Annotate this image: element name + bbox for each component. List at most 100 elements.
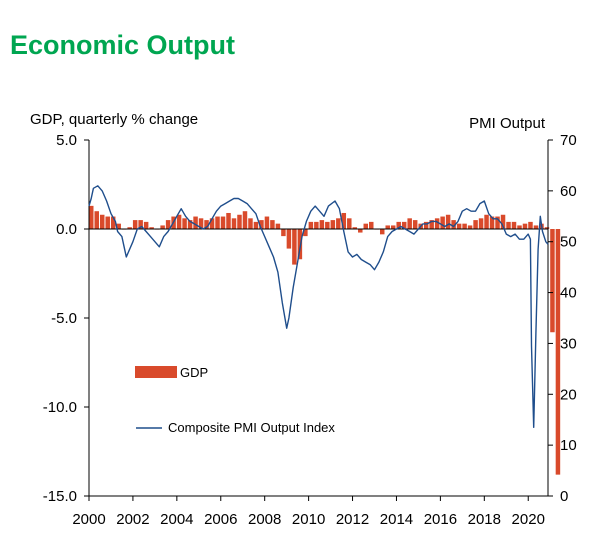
x-tick-label: 2020 [512,511,545,528]
gdp-bar [522,223,528,229]
right-tick-label: 60 [560,183,577,200]
right-tick-label: 70 [560,132,577,149]
gdp-bar [127,227,132,229]
gdp-bar [467,225,473,229]
gdp-bar [330,220,336,229]
gdp-bar [297,229,303,260]
gdp-bar [500,214,506,229]
gdp-bar [407,218,412,229]
gdp-bar [193,216,198,229]
gdp-bar [198,218,204,229]
gdp-bar [363,223,369,229]
gdp-bar [544,227,550,229]
gdp-bar [451,220,456,229]
gdp-bar [429,220,434,229]
gdp-bar [423,221,429,229]
gdp-bar [253,221,259,229]
gdp-bar [412,220,418,229]
left-axis-label: GDP, quarterly % change [30,111,198,128]
gdp-bar [506,221,511,229]
left-tick-label: -10.0 [43,399,77,416]
gdp-bar [270,220,275,229]
gdp-bar [231,218,237,229]
gdp-bar [401,221,407,229]
right-tick-label: 40 [560,285,577,302]
gdp-bar [308,221,314,229]
right-tick-label: 50 [560,234,577,251]
x-tick-label: 2010 [292,511,325,528]
gdp-bar [347,218,352,229]
gdp-bars [89,205,561,475]
gdp-bar [390,225,396,229]
gdp-bar [259,220,264,229]
x-tick-label: 2016 [424,511,457,528]
x-tick-label: 2006 [204,511,237,528]
gdp-bar [89,205,94,229]
gdp-bar [149,227,154,229]
gdp-bar [314,221,319,229]
gdp-bar [94,211,99,229]
x-tick-label: 2004 [160,511,193,528]
left-tick-label: -5.0 [51,310,77,327]
gdp-bar [336,218,341,229]
gdp-bar [105,216,110,229]
gdp-bar [237,214,242,229]
gdp-bar [116,223,121,229]
pmi-line-layer [88,185,549,428]
gdp-bar [110,216,116,229]
gdp-bar [286,229,292,249]
legend-gdp-swatch [135,366,177,378]
gdp-bar [379,229,385,235]
legend-gdp-label: GDP [180,365,208,380]
gdp-bar [182,218,187,229]
legend-pmi-label: Composite PMI Output Index [168,420,335,435]
gdp-bar [528,221,533,229]
left-tick-label: -15.0 [43,488,77,505]
right-tick-label: 10 [560,437,577,454]
gdp-bar [248,218,253,229]
x-tick-label: 2008 [248,511,281,528]
gdp-bar [165,220,171,229]
gdp-bar [209,218,215,229]
x-tick-label: 2018 [468,511,501,528]
pmi-line [88,185,549,428]
gdp-bar [396,221,401,229]
gdp-bar [462,223,467,229]
gdp-bar [99,214,105,229]
left-tick-label: 5.0 [56,132,77,149]
gdp-bar [204,220,209,229]
gdp-bar [242,211,248,229]
gdp-bar [341,212,347,229]
x-tick-label: 2002 [116,511,149,528]
gdp-bar [143,221,149,229]
gdp-bar [440,216,445,229]
gdp-bar [176,214,182,229]
gdp-bar [220,216,226,229]
x-tick-label: 2014 [380,511,413,528]
right-tick-label: 30 [560,335,577,352]
gdp-bar [138,220,143,229]
right-axis-label: PMI Output [469,115,546,132]
gdp-bar [352,227,358,229]
gdp-bar [484,214,489,229]
gdp-bar [215,216,220,229]
gdp-bar [303,229,308,237]
gdp-bar [358,229,363,233]
gdp-bar [281,229,286,237]
x-tick-label: 2012 [336,511,369,528]
gdp-bar [473,220,478,229]
gdp-bar [456,223,462,229]
gdp-bar [187,220,193,229]
gdp-bar [517,225,522,229]
page-title: Economic Output [10,30,235,60]
gdp-bar [369,221,374,229]
gdp-bar [533,225,539,229]
gdp-bar [132,220,138,229]
gdp-bar [275,223,281,229]
legend: GDP Composite PMI Output Index [135,365,335,435]
gdp-bar [160,225,165,229]
gdp-bar [495,216,500,229]
gdp-bar [478,218,484,229]
gdp-bar [226,212,231,229]
